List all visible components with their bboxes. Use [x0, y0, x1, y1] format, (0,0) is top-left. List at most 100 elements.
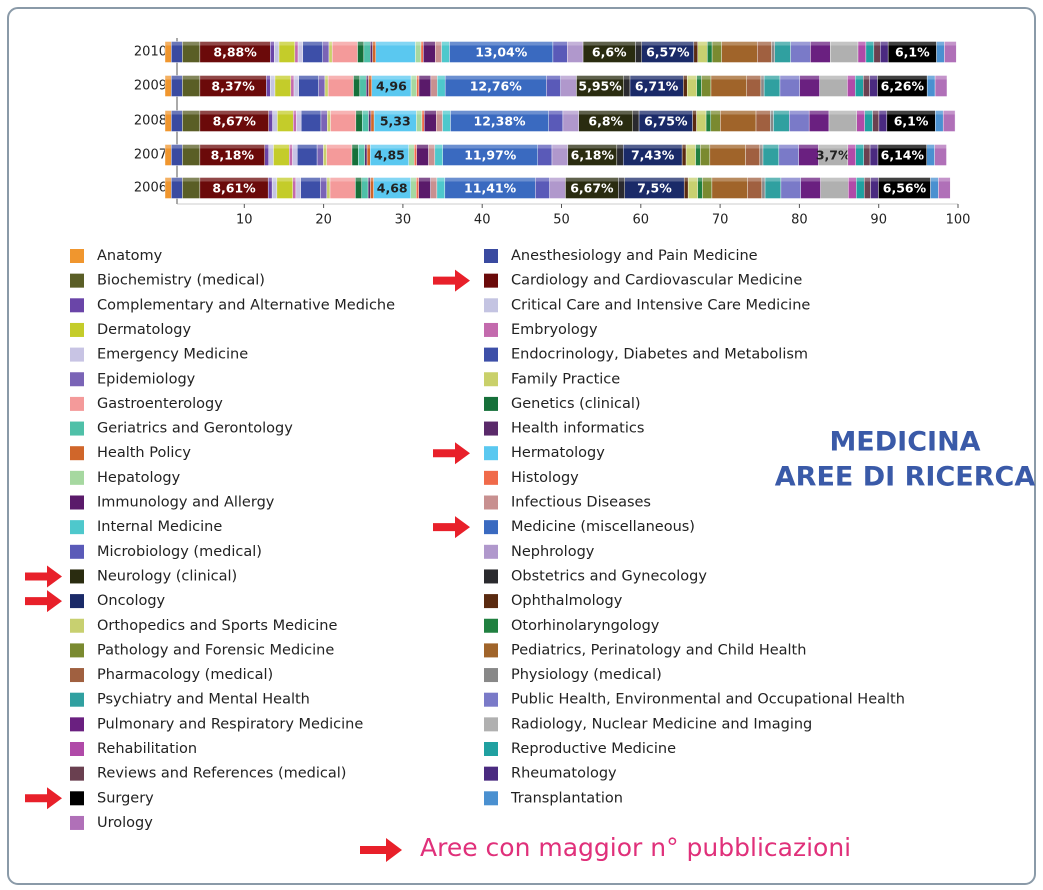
bar-shine — [418, 75, 431, 80]
bar-shine — [270, 41, 275, 46]
legend-label: Psychiatry and Mental Health — [97, 692, 310, 708]
bar-shine — [450, 110, 549, 115]
bar-shine — [182, 177, 200, 182]
y-tick-label: 2009 — [134, 79, 167, 94]
bar-shine — [165, 144, 172, 149]
bar-shine — [641, 41, 694, 46]
bar-segment — [944, 41, 957, 63]
bar-shine — [437, 75, 446, 80]
legend-swatch — [484, 520, 498, 535]
legend-swatch — [484, 544, 498, 559]
y-tick-label: 2007 — [134, 148, 167, 163]
bar-shine — [435, 41, 442, 46]
bar-shine — [444, 177, 536, 182]
bar-shine — [944, 41, 957, 46]
bar-shine — [864, 177, 871, 182]
bar-shine — [746, 75, 761, 80]
bar-shine — [268, 177, 273, 182]
bar-shine — [546, 75, 561, 80]
bar-shine — [368, 177, 371, 182]
highlight-arrow — [25, 590, 62, 613]
legend-label: Surgery — [97, 790, 154, 806]
data-label: 12,76% — [470, 79, 523, 94]
bar-shine — [359, 75, 367, 80]
bar-shine — [411, 75, 417, 80]
bar-shine — [855, 144, 864, 149]
bar-shine — [759, 144, 764, 149]
bar-shine — [618, 177, 625, 182]
bar-shine — [549, 177, 566, 182]
bar-shine — [847, 144, 856, 149]
legend-swatch — [484, 668, 498, 683]
bar-shine — [560, 75, 577, 80]
bar-shine — [434, 144, 443, 149]
x-tick-label: 20 — [315, 213, 332, 228]
bar-shine — [935, 75, 947, 80]
bar-shine — [537, 144, 552, 149]
bar-shine — [326, 144, 352, 149]
legend-label: Immunology and Allergy — [97, 495, 275, 511]
data-label: 5,95% — [578, 79, 622, 94]
bar-shine — [848, 177, 857, 182]
bar-shine — [289, 144, 293, 149]
bar-shine — [199, 144, 265, 149]
bar-shine — [695, 144, 701, 149]
bar-shine — [630, 75, 684, 80]
bar-shine — [869, 75, 878, 80]
bar-shine — [934, 144, 947, 149]
legend-swatch — [484, 446, 498, 461]
legend-swatch — [70, 766, 84, 781]
legend-label: Pathology and Forensic Medicine — [97, 642, 334, 658]
bar-shine — [373, 177, 411, 182]
data-label: 4,85 — [374, 148, 405, 163]
bar-shine — [264, 144, 269, 149]
x-tick-label: 10 — [236, 213, 253, 228]
data-label: 6,26% — [881, 79, 925, 94]
legend-swatch — [70, 594, 84, 609]
bar-shine — [761, 177, 766, 182]
bar-shine — [565, 177, 619, 182]
bar-shine — [332, 41, 358, 46]
bar-shine — [182, 110, 200, 115]
x-tick-label: 30 — [395, 213, 412, 228]
bar-shine — [279, 41, 295, 46]
legend-label: Geriatrics and Gerontology — [97, 421, 293, 437]
x-tick-label: 90 — [870, 213, 887, 228]
bar-shine — [864, 110, 873, 115]
x-tick-label: 50 — [553, 213, 570, 228]
bar-shine — [771, 41, 775, 46]
highlight-arrow — [25, 787, 62, 810]
data-label: 11,41% — [464, 181, 517, 196]
x-tick-label: 100 — [946, 213, 971, 228]
bar-shine — [327, 110, 331, 115]
legend-label: Histology — [511, 470, 579, 486]
legend-label: Hepatology — [97, 470, 181, 486]
legend-swatch — [70, 273, 84, 288]
bar-shine — [270, 75, 275, 80]
bar-shine — [710, 75, 747, 80]
bar-shine — [756, 110, 771, 115]
legend-label: Emergency Medicine — [97, 347, 248, 363]
bar-shine — [548, 110, 563, 115]
bar-shine — [711, 177, 748, 182]
bar-shine — [171, 177, 183, 182]
legend-swatch — [70, 569, 84, 584]
bar-shine — [330, 110, 356, 115]
data-label: 6,1% — [894, 114, 929, 129]
bar-shine — [877, 144, 927, 149]
legend-swatch — [70, 421, 84, 436]
bar-shine — [273, 144, 290, 149]
bar-shine — [165, 177, 172, 182]
bar-shine — [798, 144, 819, 149]
frame — [7, 7, 1036, 885]
legend-label: Cardiology and Cardiovascular Medicine — [511, 273, 802, 289]
bar-shine — [686, 144, 696, 149]
bar-shine — [789, 110, 810, 115]
bar-shine — [436, 177, 445, 182]
legend-label: Reviews and References (medical) — [97, 766, 346, 782]
bar-shine — [757, 41, 772, 46]
bar-shine — [408, 144, 415, 149]
legend-label: Rheumatology — [511, 766, 617, 782]
bar-shine — [442, 144, 538, 149]
bar-shine — [182, 41, 200, 46]
